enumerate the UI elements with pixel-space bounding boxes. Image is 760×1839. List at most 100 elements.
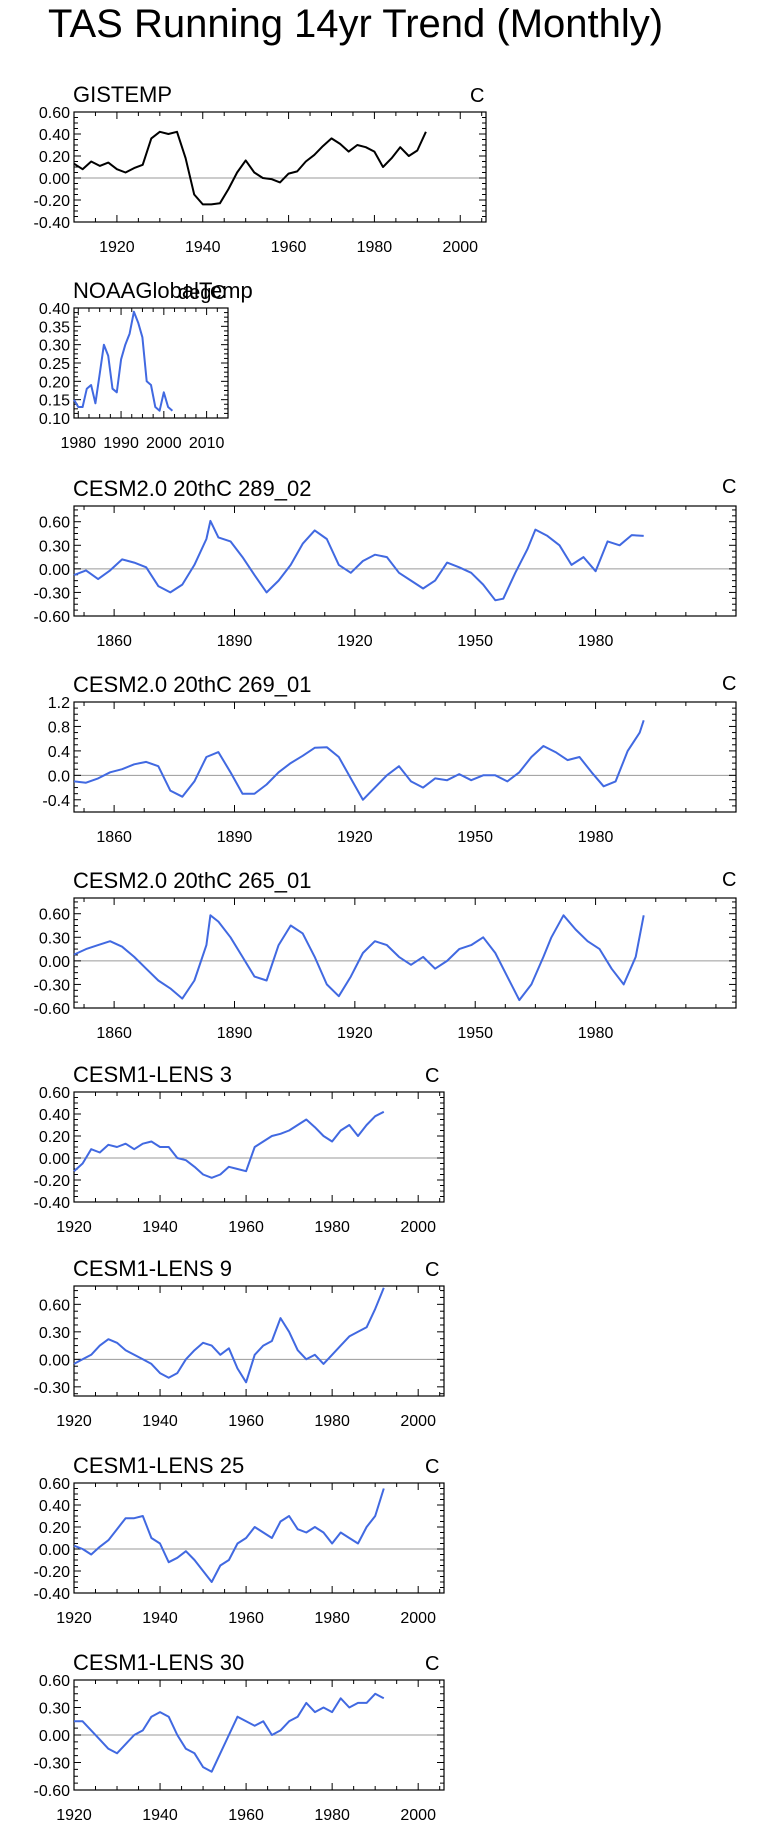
x-tick-label: 1960 [228,1413,264,1430]
x-tick-label: 1940 [142,1413,178,1430]
x-tick-label: 1940 [142,1219,178,1236]
y-tick-label: 0.40 [39,1498,70,1515]
chart-title: CESM1-LENS 30 [73,1650,244,1675]
y-tick-label: -0.4 [42,793,70,810]
chart-title: CESM1-LENS 3 [73,1062,232,1087]
y-tick-label: -0.30 [34,585,71,602]
x-tick-label: 1980 [314,1413,350,1430]
series-line [74,1692,385,1773]
chart-panel-3: CESM2.0 20thC 289_02 C 1860 1890 1920 1950 198… [34,476,737,650]
x-tick-label: 1960 [228,1807,264,1824]
y-tick-label: 0.60 [39,1476,70,1493]
chart-title: CESM2.0 20thC 289_02 [73,476,312,501]
x-tick-label: 1990 [103,435,139,452]
x-tick-label: 1890 [217,1025,253,1042]
y-tick-label: 0.0 [48,768,70,785]
y-tick-label: 0.30 [39,538,70,555]
series-line [73,310,174,412]
y-tick-label: -0.40 [34,215,71,232]
plot-frame [73,1285,445,1397]
series-line [73,1110,385,1179]
y-tick-label: 0.40 [39,301,70,318]
x-tick-label: 1940 [185,239,221,256]
y-tick-label: 0.4 [48,744,70,761]
x-tick-label: 1960 [228,1219,264,1236]
series-line [73,914,645,1002]
x-tick-label: 2000 [400,1807,436,1824]
x-tick-label: 1960 [271,239,307,256]
x-tick-label: 2000 [400,1219,436,1236]
units-label: C [425,1653,439,1675]
chart-panel-8: CESM1-LENS 25 C 1920 1940 1960 1980 2000 -0.40 -… [34,1453,445,1627]
plot-frame [73,1482,445,1594]
x-tick-label: 1860 [96,829,132,846]
y-tick-label: -0.30 [34,1380,71,1397]
chart-title: GISTEMP [73,82,172,107]
y-tick-label: -0.20 [34,1564,71,1581]
plot-frame [73,307,229,419]
chart-title: CESM1-LENS 25 [73,1453,244,1478]
x-tick-label: 1920 [337,1025,373,1042]
y-tick-label: 0.00 [39,1728,70,1745]
y-tick-label: -0.40 [34,1195,71,1212]
chart-title: CESM2.0 20thC 269_01 [73,672,312,697]
x-tick-label: 1860 [96,1025,132,1042]
units-label: C [425,1456,439,1478]
chart-panel-4: CESM2.0 20thC 269_01 C 1860 1890 1920 1950 198… [42,672,737,846]
series-line [73,130,427,206]
units-label: degC [178,282,226,304]
x-tick-label: 2000 [400,1610,436,1627]
chart-title: NOAAGlobalTemp [73,278,253,303]
series-line [73,519,644,602]
x-tick-label: 1920 [337,829,373,846]
y-tick-label: 1.2 [48,695,70,712]
y-tick-label: 0.60 [39,1085,70,1102]
x-tick-label: 1980 [314,1219,350,1236]
x-tick-label: 1980 [60,435,96,452]
x-tick-label: 2000 [442,239,478,256]
y-tick-label: 0.40 [39,127,70,144]
y-tick-label: 0.35 [39,319,70,336]
x-tick-label: 1920 [56,1807,92,1824]
x-tick-label: 1980 [314,1807,350,1824]
y-tick-label: 0.60 [39,1673,70,1690]
units-label: C [425,1065,439,1087]
units-label: C [722,673,736,695]
units-label: C [425,1259,439,1281]
y-tick-label: 0.00 [39,954,70,971]
y-tick-label: 0.60 [39,105,70,122]
series-line [73,1287,385,1384]
x-tick-label: 1980 [578,829,614,846]
y-tick-label: 0.30 [39,930,70,947]
y-tick-label: -0.30 [34,977,71,994]
x-tick-label: 1980 [578,1025,614,1042]
x-tick-label: 2010 [189,435,225,452]
series-line [73,1488,385,1583]
y-tick-label: 0.30 [39,1325,70,1342]
x-tick-label: 1920 [56,1610,92,1627]
x-tick-label: 1920 [337,633,373,650]
y-tick-label: 0.60 [39,1297,70,1314]
y-tick-label: -0.20 [34,193,71,210]
x-tick-label: 1960 [228,1610,264,1627]
y-tick-label: 0.8 [48,719,70,736]
x-tick-label: 1920 [56,1413,92,1430]
y-tick-label: -0.60 [34,1783,71,1800]
x-tick-label: 1980 [314,1610,350,1627]
y-tick-label: -0.30 [34,1756,71,1773]
chart-panel-6: CESM1-LENS 3 C 1920 1940 1960 1980 2000 -0.40 -0… [34,1062,445,1236]
y-tick-label: 0.30 [39,338,70,355]
units-label: C [722,869,736,891]
y-tick-label: 0.20 [39,1129,70,1146]
x-tick-label: 1950 [457,829,493,846]
x-tick-label: 1940 [142,1610,178,1627]
y-tick-label: 0.00 [39,562,70,579]
y-tick-label: -0.40 [34,1586,71,1603]
plot-frame [73,701,737,813]
y-tick-label: -0.20 [34,1173,71,1190]
units-label: C [722,476,736,498]
y-tick-label: -0.60 [34,609,71,626]
y-tick-label: 0.00 [39,1151,70,1168]
